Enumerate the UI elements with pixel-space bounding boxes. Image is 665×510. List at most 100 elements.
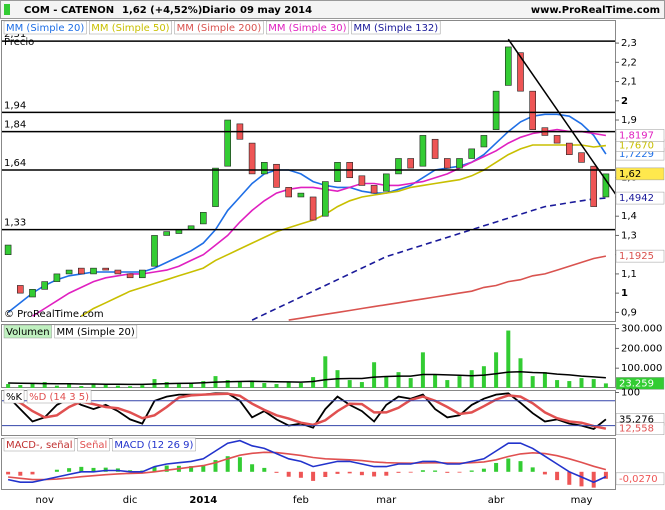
histogram-bar [237,457,242,472]
candle-body [41,281,49,290]
candle-body [260,162,268,175]
value-label-bg [615,472,665,486]
volume-average [8,371,606,386]
header-icon [4,4,10,15]
value-label: 1,7670 [619,141,654,152]
candle-body [443,158,451,169]
period: Diario [202,5,236,16]
candle-body [565,142,573,155]
volume-bar [408,378,413,388]
candle-body [334,162,341,182]
candle-body [126,273,134,279]
volume-bar [481,366,486,388]
volume-bar [396,372,401,388]
volume-bar [286,382,291,388]
volume-panel [1,324,616,388]
value-label: -0,0270 [619,474,658,485]
legend-box [174,20,264,35]
x-tick-label: feb [293,495,309,506]
candle-body [212,167,219,207]
volume-bar [189,383,194,388]
volume-bar [115,385,120,388]
legend-box [89,20,172,35]
candle-body [102,267,109,271]
legend-label: Volumen [6,327,50,338]
candle-body [4,244,12,255]
volume-bar [494,352,499,388]
macd-panel [1,438,616,490]
volume-bar [79,386,84,388]
level-label: 1,94 [4,100,26,111]
histogram-bar [189,466,194,472]
y-tick-label: 100.000 [621,363,662,374]
y-tick-label: 1 [621,288,628,299]
histogram-bar [481,468,486,472]
candle-body [407,158,415,169]
volume-bar [140,385,145,388]
legend-box [112,437,196,452]
legend-label: MM (Simple 20) [57,327,135,338]
candle-body [431,138,439,159]
histogram-bar [469,470,474,472]
candle-body [419,135,427,167]
volume-bar [274,384,279,388]
candle-body [29,288,36,298]
legend-box [77,437,110,452]
histogram-bar [164,465,169,472]
histogram-bar [494,462,499,472]
candle-body [224,119,231,167]
volume-bar [103,385,108,388]
legend-label: MM (Simple 20) [6,23,84,34]
y-tick-label: 2 [621,96,628,107]
volume-bar [420,352,425,388]
y-tick-label: 2,3 [621,38,637,49]
value-label-bg [615,377,665,390]
histogram-bar [396,471,401,473]
symbol: COM - CATENON [24,5,114,16]
histogram-bar [603,471,608,479]
volume-bar [603,383,608,388]
histogram-bar [152,466,157,472]
candle-body [529,90,537,130]
panel-plot [6,330,608,388]
price-panel [1,20,616,322]
stochastic-panel [1,390,616,436]
legend-box [266,20,349,35]
histogram-bar [311,471,316,481]
macd-line [8,451,607,481]
candle-body [370,185,378,194]
x-tick-label: 2014 [189,495,217,506]
y-tick-label: 1,1 [621,269,637,280]
volume-bar [164,382,169,388]
plot-layer: 0,911,11,21,31,41,51,61,81,922,12,22,32,… [2,20,665,506]
candle-body [114,269,122,275]
value-label: 12,558 [619,424,654,435]
level-label: 2,31 [4,29,26,40]
candle-body [163,231,170,236]
volume-bar [176,384,181,388]
candle-body [480,135,488,148]
level-label: 1,33 [4,218,26,229]
legend-box [26,389,92,404]
value-label: 1,8197 [619,130,654,141]
y-tick-label: 1,4 [621,211,637,222]
candle-body [53,273,61,282]
y-tick-label: 200.000 [621,343,662,354]
y-tick-label: 300.000 [621,324,662,335]
histogram-bar [445,471,450,473]
volume-bar [347,380,352,388]
value-label: 1,1925 [619,251,654,262]
histogram-bar [79,466,84,472]
volume-bar [359,382,364,388]
candle-body [590,165,598,207]
volume-bar [372,362,377,388]
histogram-bar [274,471,279,473]
y-tick-label: 1,9 [621,115,637,126]
volume-bar [42,382,47,388]
candle-body [517,52,524,92]
legend-box [351,20,441,35]
candle-body [248,142,256,175]
y-tick-label: 1,3 [621,230,637,241]
panel-plot [6,439,608,488]
